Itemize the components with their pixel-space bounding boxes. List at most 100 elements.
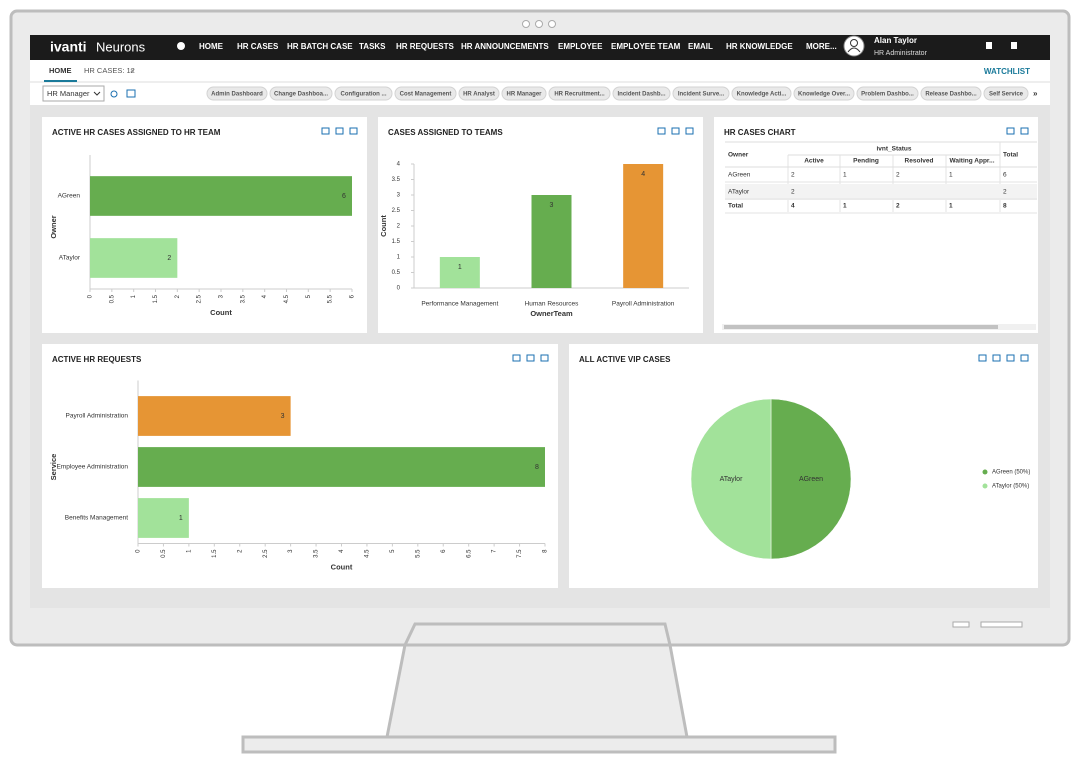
refresh-icon[interactable] xyxy=(110,90,118,98)
camera-dot xyxy=(522,20,530,28)
monitor-neck xyxy=(402,622,672,647)
widget-icon[interactable] xyxy=(1020,127,1029,135)
nav-item[interactable]: HOME xyxy=(199,42,224,51)
widget-title: ACTIVE HR REQUESTS xyxy=(52,355,142,364)
nav-item[interactable]: MORE... xyxy=(806,42,837,51)
widget-icon[interactable] xyxy=(512,354,521,362)
widget-icon[interactable] xyxy=(526,354,535,362)
y-tick-label: 2 xyxy=(397,224,401,230)
more-dashboards[interactable]: » xyxy=(1033,89,1038,98)
y-tick-label: AGreen xyxy=(58,193,81,200)
layout-icon[interactable] xyxy=(126,89,136,98)
logout-icon[interactable] xyxy=(1011,42,1017,49)
x-tick-label: 4 xyxy=(339,549,345,553)
monitor-button xyxy=(980,621,1023,628)
x-tick-label: 8 xyxy=(543,549,549,553)
nav-item[interactable]: TASKS xyxy=(359,42,386,51)
dashboard-pill[interactable] xyxy=(548,86,611,101)
slice-label: AGreen xyxy=(799,476,823,483)
table-header: Pending xyxy=(853,158,879,165)
y-tick-label: Benefits Management xyxy=(65,515,128,522)
table-header: Owner xyxy=(728,152,749,159)
x-tick-label: 6.5 xyxy=(466,549,472,558)
nav-item[interactable]: HR REQUESTS xyxy=(396,42,454,51)
dashboard-pill-label: Cost Management xyxy=(400,92,452,98)
nav-item[interactable]: EMPLOYEE xyxy=(558,42,603,51)
x-tick-label: 2 xyxy=(237,549,243,553)
data-label: 4 xyxy=(641,171,645,178)
dashboard-pill[interactable] xyxy=(672,86,730,101)
dashboard-pill[interactable] xyxy=(458,86,500,101)
dashboard-pill[interactable] xyxy=(793,86,855,101)
monitor-button xyxy=(952,621,970,628)
watchlist[interactable]: WATCHLIST xyxy=(984,67,1030,76)
tab[interactable]: HR CASES: 12 xyxy=(84,66,135,75)
y-tick-label: 1.5 xyxy=(392,239,401,245)
table-cell: 1 xyxy=(949,203,953,210)
widget-title: CASES ASSIGNED TO TEAMS xyxy=(388,128,503,137)
widget-icon[interactable] xyxy=(978,354,987,362)
widget-icon[interactable] xyxy=(1006,354,1015,362)
widget-icon[interactable] xyxy=(1006,127,1015,135)
scrollbar-thumb[interactable] xyxy=(724,325,998,329)
dashboard-pill[interactable] xyxy=(394,86,457,101)
legend-swatch xyxy=(982,483,988,489)
x-tick-label: 2.5 xyxy=(263,549,269,558)
y-tick-label: 1 xyxy=(397,255,401,261)
widget-icon[interactable] xyxy=(685,127,694,135)
dashboard-pill[interactable] xyxy=(920,86,982,101)
dashboard-pill[interactable] xyxy=(334,86,393,101)
widget-icon[interactable] xyxy=(540,354,549,362)
x-tick-label: 2.5 xyxy=(197,294,203,303)
nav-item[interactable]: HR CASES xyxy=(237,42,279,51)
nav-item[interactable]: EMAIL xyxy=(688,42,713,51)
dashboard-pill[interactable] xyxy=(856,86,919,101)
dashboard-pill[interactable] xyxy=(269,86,333,101)
dashboard-pill[interactable] xyxy=(612,86,671,101)
nav-item[interactable]: HR BATCH CASE xyxy=(287,42,353,51)
table-header: Total xyxy=(1003,152,1018,159)
role-select[interactable] xyxy=(42,85,105,102)
widget-icon[interactable] xyxy=(335,127,344,135)
tab[interactable]: HOME xyxy=(49,66,72,75)
dashboard-pill-label: HR Manager xyxy=(506,92,542,98)
dashboard-pill[interactable] xyxy=(206,86,268,101)
widget-icon[interactable] xyxy=(1020,354,1029,362)
nav-item[interactable]: HR KNOWLEDGE xyxy=(726,42,793,51)
legend-swatch xyxy=(982,469,988,475)
add-icon[interactable] xyxy=(177,42,185,50)
table-cell: 2 xyxy=(896,203,900,210)
widget-icon[interactable] xyxy=(349,127,358,135)
nav-item[interactable]: HR ANNOUNCEMENTS xyxy=(461,42,549,51)
tab-close[interactable]: × xyxy=(130,66,134,75)
widget-icon[interactable] xyxy=(992,354,1001,362)
bar xyxy=(90,238,178,278)
pie-slice xyxy=(770,398,852,560)
x-tick-label: Human Resources xyxy=(525,301,580,308)
dashboard-pill[interactable] xyxy=(501,86,547,101)
dashboard-pill[interactable] xyxy=(983,86,1029,101)
table-header: Waiting Appr... xyxy=(949,158,994,165)
y-tick-label: Payroll Administration xyxy=(66,413,129,420)
data-label: 8 xyxy=(535,464,539,471)
y-tick-label: 3.5 xyxy=(392,177,401,183)
user-name: Alan Taylor xyxy=(874,36,917,45)
dashboard-pill[interactable] xyxy=(731,86,792,101)
bar xyxy=(439,257,480,288)
widget-icon[interactable] xyxy=(657,127,666,135)
widget-icon[interactable] xyxy=(321,127,330,135)
x-tick-label: 5 xyxy=(306,294,312,298)
dashboard-pill-label: Configuration ... xyxy=(341,92,387,98)
axis-title: Owner xyxy=(49,215,58,238)
widget-title: HR CASES CHART xyxy=(724,128,796,137)
axis-title: OwnerTeam xyxy=(530,309,573,318)
widget-icon[interactable] xyxy=(671,127,680,135)
x-tick-label: 0 xyxy=(88,294,94,298)
axis-title: Count xyxy=(379,215,388,237)
camera-dot xyxy=(535,20,543,28)
x-tick-label: 0.5 xyxy=(161,549,167,558)
nav-item[interactable]: EMPLOYEE TEAM xyxy=(611,42,681,51)
monitor-base xyxy=(241,735,837,754)
help-icon[interactable] xyxy=(986,42,992,49)
